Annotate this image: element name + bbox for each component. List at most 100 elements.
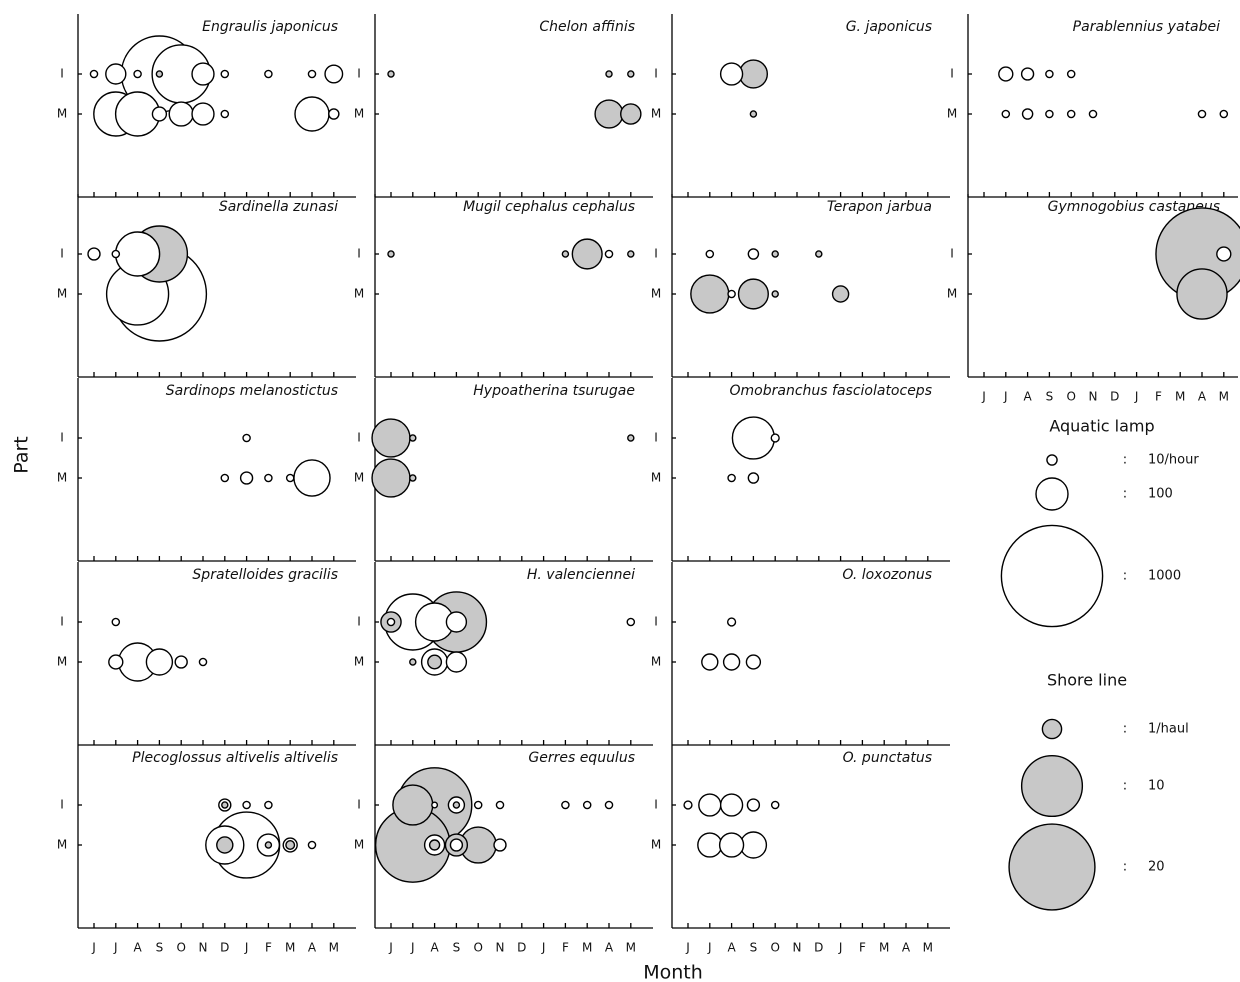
x-tick-label: S bbox=[1046, 390, 1054, 404]
y-tick-label: I bbox=[950, 67, 954, 81]
legend-separator: : bbox=[1123, 453, 1127, 468]
x-tick-label: J bbox=[838, 941, 843, 955]
x-tick-label: A bbox=[308, 941, 317, 955]
panel: Hypoatherina tsurugae I M bbox=[354, 378, 653, 562]
legend-bubble bbox=[1020, 754, 1084, 818]
panel: Spratelloides gracilis I M bbox=[57, 562, 356, 746]
y-tick-label: M bbox=[651, 287, 661, 301]
panel: H. valenciennei I M bbox=[354, 562, 653, 746]
legend-label: 20 bbox=[1148, 860, 1165, 875]
y-tick-label: I bbox=[357, 615, 361, 629]
legend-bubble bbox=[1000, 524, 1104, 628]
y-tick-label: I bbox=[60, 615, 64, 629]
x-tick-label: N bbox=[496, 941, 505, 955]
bubble bbox=[697, 832, 723, 858]
bubble bbox=[307, 840, 317, 850]
y-tick-label: M bbox=[57, 838, 67, 852]
bubble bbox=[739, 831, 768, 859]
bubble bbox=[324, 64, 344, 84]
bubble bbox=[220, 69, 230, 79]
bubble bbox=[770, 800, 780, 810]
legend-bubble bbox=[1008, 823, 1096, 911]
bubble bbox=[105, 63, 127, 85]
bubble bbox=[264, 473, 273, 483]
y-tick-label: M bbox=[947, 287, 957, 301]
x-tick-label: J bbox=[388, 941, 393, 955]
bubble bbox=[145, 648, 174, 676]
bubble bbox=[307, 69, 317, 79]
y-tick-label: I bbox=[60, 67, 64, 81]
panel-title: Gymnogobius castaneus bbox=[1048, 199, 1220, 215]
x-tick-label: A bbox=[430, 941, 439, 955]
legend-label: 100 bbox=[1148, 487, 1173, 502]
bubble bbox=[111, 617, 121, 627]
bubble bbox=[285, 840, 296, 850]
bubble bbox=[294, 96, 330, 132]
panel: Engraulis japonicus I M bbox=[57, 14, 356, 198]
bubble bbox=[727, 289, 736, 299]
bubble bbox=[561, 800, 570, 810]
bubble bbox=[719, 793, 744, 817]
bubble bbox=[701, 653, 719, 671]
legend-title: Shore line bbox=[1047, 671, 1127, 690]
bubble bbox=[114, 231, 161, 277]
x-tick-label: J bbox=[1003, 390, 1008, 404]
x-tick-label: M bbox=[923, 941, 933, 955]
bubble bbox=[133, 69, 142, 79]
panel-title: Sardinops melanostictus bbox=[166, 383, 338, 399]
x-tick-label: N bbox=[793, 941, 802, 955]
bubble bbox=[371, 418, 411, 458]
panel-title: Sardinella zunasi bbox=[219, 199, 338, 215]
bubble bbox=[815, 250, 823, 258]
bubble bbox=[387, 250, 395, 258]
y-tick-label: M bbox=[354, 107, 364, 121]
legend-label: 10 bbox=[1148, 779, 1165, 794]
panel: Chelon affinis I M bbox=[354, 14, 653, 198]
panel-title: Hypoatherina tsurugae bbox=[473, 383, 635, 399]
bubble bbox=[191, 62, 215, 86]
x-tick-label: S bbox=[750, 941, 758, 955]
bubble bbox=[1197, 109, 1207, 119]
x-tick-label: M bbox=[285, 941, 295, 955]
bubble bbox=[220, 109, 230, 119]
y-tick-label: I bbox=[654, 615, 658, 629]
legend-bubble bbox=[1041, 718, 1063, 740]
bubble bbox=[1001, 109, 1011, 119]
panel: O. loxozonus I M bbox=[651, 562, 950, 746]
bubble bbox=[1045, 109, 1054, 119]
y-axis-label: Part bbox=[11, 436, 33, 474]
legend-separator: : bbox=[1123, 860, 1127, 875]
y-tick-label: I bbox=[60, 798, 64, 812]
bubble bbox=[431, 801, 439, 809]
x-tick-label: A bbox=[1023, 390, 1032, 404]
bubble bbox=[683, 800, 693, 810]
bubble bbox=[747, 248, 760, 260]
x-tick-label: N bbox=[1089, 390, 1098, 404]
bubble bbox=[473, 800, 483, 810]
bubble bbox=[493, 838, 507, 852]
x-axis-label: Month bbox=[643, 962, 703, 982]
panel-title: Plecoglossus altivelis altivelis bbox=[132, 750, 338, 766]
x-tick-label: A bbox=[727, 941, 736, 955]
bubble bbox=[1066, 109, 1076, 119]
legend-separator: : bbox=[1123, 722, 1127, 737]
y-tick-label: M bbox=[651, 655, 661, 669]
x-tick-label: J bbox=[244, 941, 249, 955]
panel-title: Spratelloides gracilis bbox=[192, 567, 338, 583]
x-tick-label: S bbox=[156, 941, 164, 955]
x-tick-label: J bbox=[541, 941, 546, 955]
bubble bbox=[111, 249, 121, 259]
bubble bbox=[495, 800, 505, 810]
legend-separator: : bbox=[1123, 779, 1127, 794]
panel-title: Chelon affinis bbox=[539, 19, 635, 35]
bubble bbox=[293, 459, 331, 497]
bubble bbox=[191, 102, 215, 126]
legend-bubble bbox=[1046, 454, 1058, 466]
x-tick-label: O bbox=[473, 941, 482, 955]
bubble bbox=[705, 249, 715, 259]
bubble bbox=[264, 841, 273, 849]
legend-bubble bbox=[1035, 477, 1069, 511]
y-tick-label: M bbox=[354, 838, 364, 852]
